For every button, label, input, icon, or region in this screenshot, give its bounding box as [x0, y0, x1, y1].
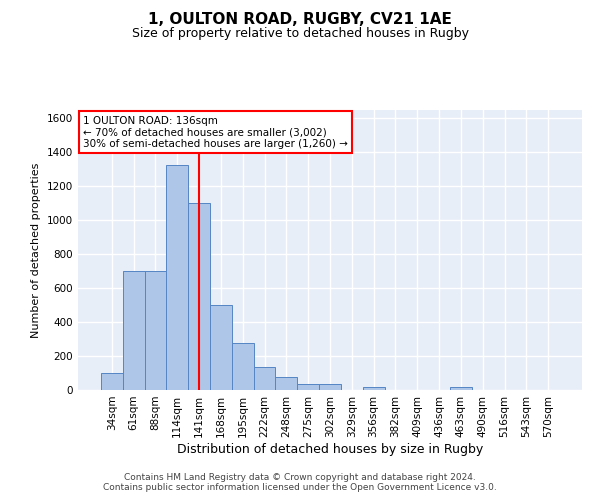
Text: 1 OULTON ROAD: 136sqm
← 70% of detached houses are smaller (3,002)
30% of semi-d: 1 OULTON ROAD: 136sqm ← 70% of detached …	[83, 116, 348, 149]
Bar	[254, 367, 275, 390]
Text: Size of property relative to detached houses in Rugby: Size of property relative to detached ho…	[131, 28, 469, 40]
Bar	[319, 384, 341, 390]
Bar	[123, 271, 145, 390]
Bar	[101, 373, 123, 390]
Bar	[275, 378, 297, 390]
Text: 1, OULTON ROAD, RUGBY, CV21 1AE: 1, OULTON ROAD, RUGBY, CV21 1AE	[148, 12, 452, 28]
Bar	[450, 388, 472, 390]
Bar	[210, 305, 232, 390]
Y-axis label: Number of detached properties: Number of detached properties	[31, 162, 41, 338]
Bar	[166, 165, 188, 390]
Bar	[188, 204, 210, 390]
Bar	[297, 384, 319, 390]
Bar	[145, 271, 166, 390]
X-axis label: Distribution of detached houses by size in Rugby: Distribution of detached houses by size …	[177, 442, 483, 456]
Bar	[363, 388, 385, 390]
Text: Contains HM Land Registry data © Crown copyright and database right 2024.
Contai: Contains HM Land Registry data © Crown c…	[103, 473, 497, 492]
Bar	[232, 344, 254, 390]
